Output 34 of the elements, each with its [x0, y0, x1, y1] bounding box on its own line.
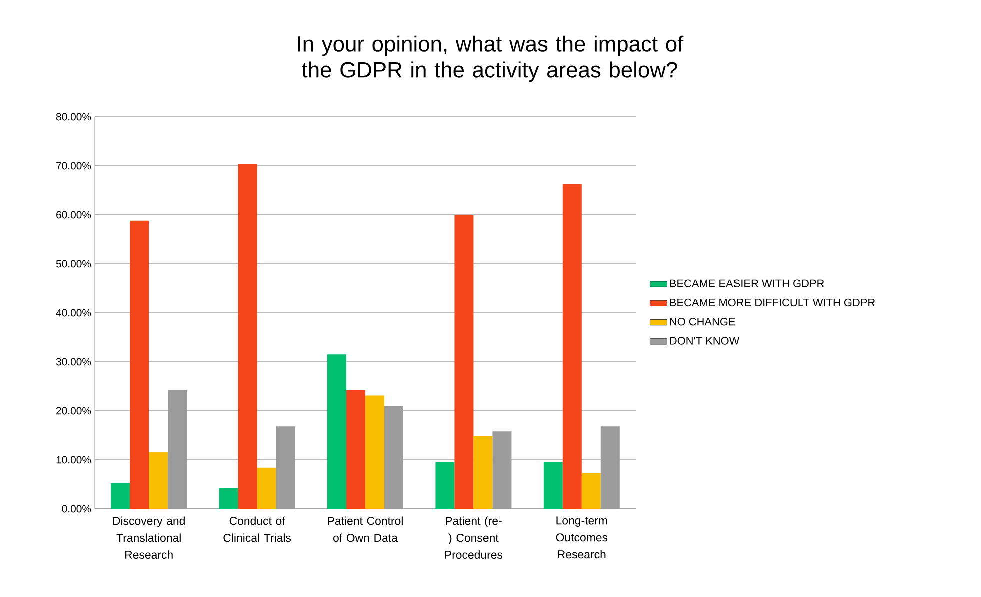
bar	[219, 488, 238, 509]
y-tick-label: 20.00%	[56, 407, 92, 415]
x-tick-label: Conduct of Clinical Trials	[224, 516, 292, 542]
legend-label: DON'T KNOW	[670, 337, 740, 345]
bar	[474, 436, 493, 509]
bar	[366, 396, 385, 509]
bar	[544, 462, 563, 509]
y-tick-label: 80.00%	[56, 113, 92, 121]
x-tick-label: Long-term Outcomes Research	[556, 516, 608, 559]
bar	[436, 462, 455, 509]
y-tick-label: 40.00%	[56, 309, 92, 317]
y-tick-label: 30.00%	[56, 358, 92, 366]
chart-title: In your opinion, what was the impact of the GDPR in the activity areas below?	[298, 36, 684, 82]
y-tick-label: 10.00%	[56, 456, 92, 464]
x-tick-label: Patient (re-) Consent Procedures	[445, 516, 503, 560]
bar	[582, 473, 601, 509]
bar	[149, 452, 168, 509]
legend-label: NO CHANGE	[670, 318, 736, 326]
y-tick-label: 50.00%	[56, 260, 92, 268]
bar	[238, 164, 258, 509]
bar	[130, 220, 150, 509]
bar	[257, 468, 276, 509]
x-tick-label: Discovery and Translational Research	[113, 516, 185, 560]
bar	[346, 390, 366, 509]
bar	[328, 354, 347, 509]
legend-label: BECAME MORE DIFFICULT WITH GDPR	[670, 298, 876, 307]
bar	[111, 484, 130, 509]
y-tick-label: 60.00%	[56, 211, 92, 219]
y-tick-label: 70.00%	[56, 162, 92, 170]
bar	[562, 184, 582, 509]
legend-label: BECAME EASIER WITH GDPR	[670, 280, 824, 288]
x-tick-label: Patient Control of Own Data	[328, 516, 403, 542]
bar	[454, 215, 474, 509]
y-tick-label: 0.00%	[62, 505, 92, 513]
